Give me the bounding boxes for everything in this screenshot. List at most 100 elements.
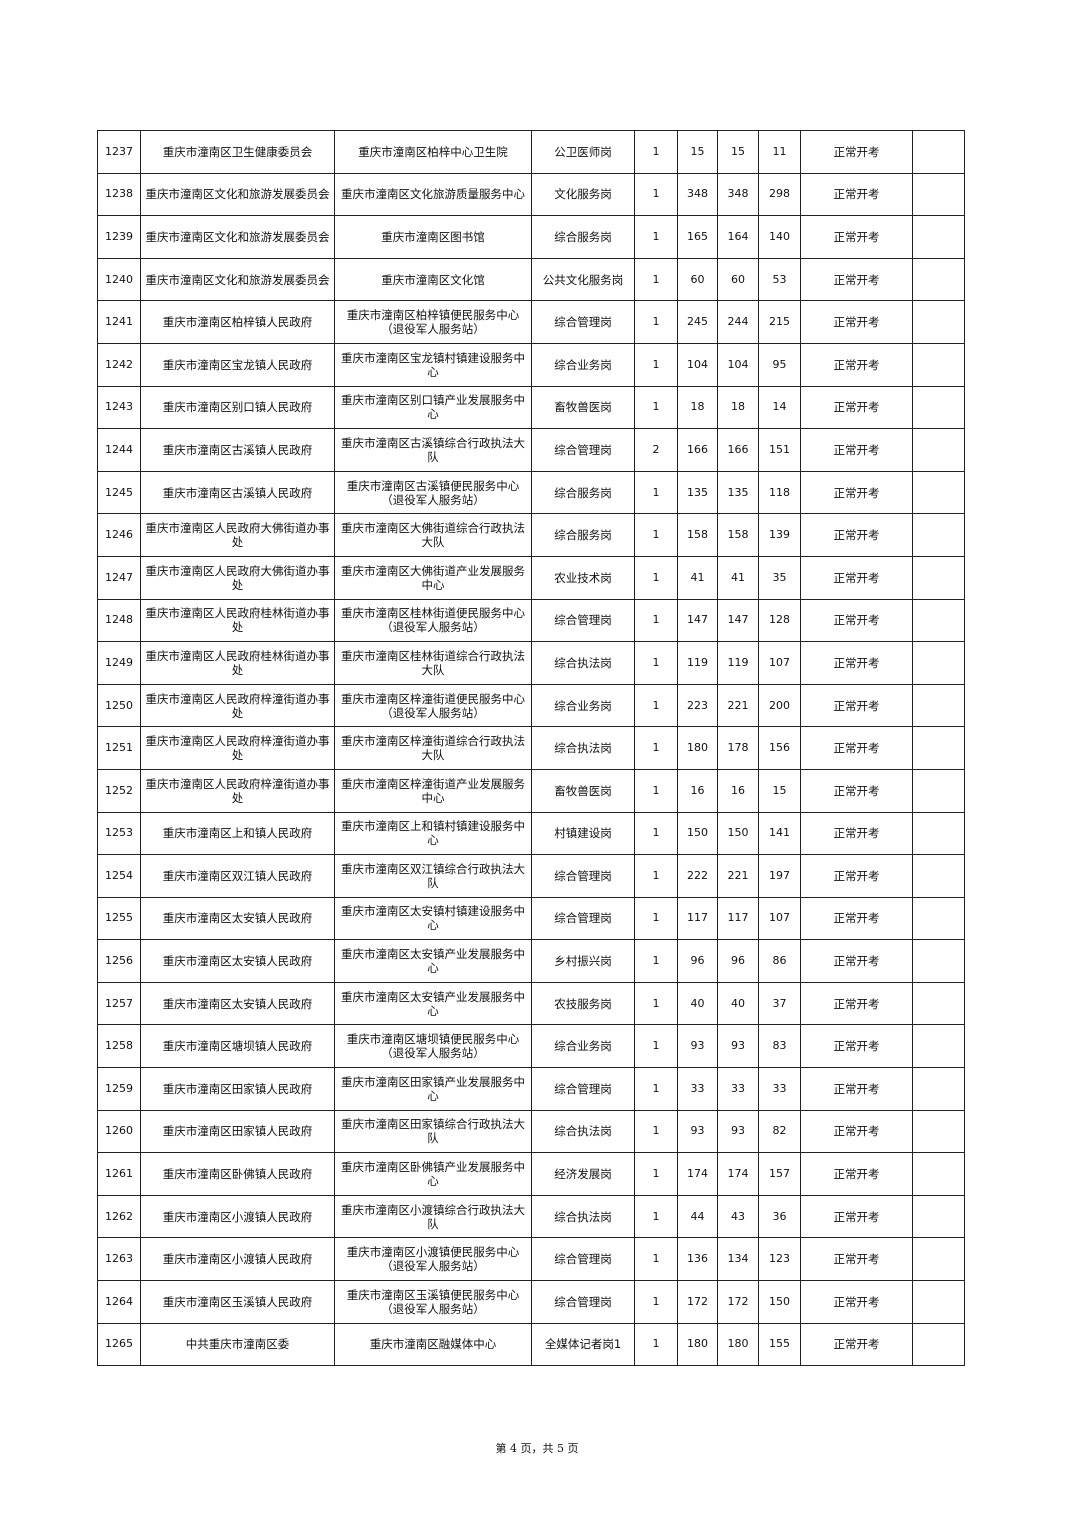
table-row: 1250 重庆市潼南区人民政府梓潼街道办事处 重庆市潼南区梓潼街道便民服务中心（退役… (97, 683, 965, 728)
cell-paid: 141 (758, 811, 801, 856)
cell-quota: 1 (634, 1067, 678, 1111)
cell-position: 综合执法岗 (531, 641, 635, 685)
cell-quota: 1 (634, 1024, 678, 1069)
cell-status: 正常开考 (800, 683, 913, 728)
cell-department: 重庆市潼南区太安镇人民政府 (140, 939, 335, 983)
cell-department: 重庆市潼南区柏梓镇人民政府 (140, 300, 335, 344)
cell-applicants: 15 (677, 130, 718, 174)
cell-department: 重庆市潼南区古溪镇人民政府 (140, 470, 335, 515)
cell-row-number: 1252 (97, 768, 141, 813)
cell-remark (912, 257, 965, 302)
cell-row-number: 1239 (97, 215, 141, 259)
cell-unit: 重庆市潼南区文化馆 (334, 257, 532, 302)
cell-status: 正常开考 (800, 1067, 913, 1111)
cell-qualified: 119 (717, 641, 759, 685)
cell-unit: 重庆市潼南区大佛街道产业发展服务中心 (334, 555, 532, 600)
cell-quota: 1 (634, 215, 678, 259)
cell-unit: 重庆市潼南区双江镇综合行政执法大队 (334, 854, 532, 898)
cell-applicants: 166 (677, 428, 718, 472)
cell-status: 正常开考 (800, 641, 913, 685)
cell-paid: 36 (758, 1194, 801, 1239)
cell-remark (912, 1024, 965, 1069)
cell-qualified: 244 (717, 300, 759, 344)
cell-quota: 1 (634, 1280, 678, 1324)
cell-status: 正常开考 (800, 598, 913, 643)
cell-paid: 83 (758, 1024, 801, 1069)
cell-applicants: 93 (677, 1109, 718, 1154)
cell-position: 综合业务岗 (531, 342, 635, 387)
cell-applicants: 136 (677, 1237, 718, 1282)
cell-remark (912, 854, 965, 898)
cell-status: 正常开考 (800, 385, 913, 430)
table-row: 1237 重庆市潼南区卫生健康委员会 重庆市潼南区柏梓中心卫生院 公卫医师岗 1 15 15… (97, 130, 965, 174)
cell-row-number: 1240 (97, 257, 141, 302)
cell-applicants: 174 (677, 1152, 718, 1196)
cell-applicants: 60 (677, 257, 718, 302)
cell-remark (912, 130, 965, 174)
cell-paid: 197 (758, 854, 801, 898)
cell-unit: 重庆市潼南区桂林街道综合行政执法大队 (334, 641, 532, 685)
cell-qualified: 147 (717, 598, 759, 643)
cell-remark (912, 215, 965, 259)
cell-qualified: 158 (717, 513, 759, 557)
table-row: 1260 重庆市潼南区田家镇人民政府 重庆市潼南区田家镇综合行政执法大队 综合执法岗 1… (97, 1109, 965, 1154)
cell-remark (912, 513, 965, 557)
cell-row-number: 1264 (97, 1280, 141, 1324)
cell-status: 正常开考 (800, 854, 913, 898)
cell-position: 综合管理岗 (531, 1280, 635, 1324)
cell-quota: 1 (634, 470, 678, 515)
cell-quota: 1 (634, 1109, 678, 1154)
cell-applicants: 180 (677, 726, 718, 770)
cell-row-number: 1258 (97, 1024, 141, 1069)
cell-paid: 128 (758, 598, 801, 643)
cell-status: 正常开考 (800, 1194, 913, 1239)
cell-department: 重庆市潼南区人民政府梓潼街道办事处 (140, 683, 335, 728)
cell-position: 农技服务岗 (531, 981, 635, 1026)
cell-unit: 重庆市潼南区宝龙镇村镇建设服务中心 (334, 342, 532, 387)
cell-paid: 37 (758, 981, 801, 1026)
cell-quota: 1 (634, 300, 678, 344)
cell-status: 正常开考 (800, 555, 913, 600)
cell-unit: 重庆市潼南区古溪镇综合行政执法大队 (334, 428, 532, 472)
cell-paid: 15 (758, 768, 801, 813)
table-row: 1243 重庆市潼南区别口镇人民政府 重庆市潼南区别口镇产业发展服务中心 畜牧兽医岗 1… (97, 385, 965, 430)
cell-applicants: 18 (677, 385, 718, 430)
cell-unit: 重庆市潼南区田家镇产业发展服务中心 (334, 1067, 532, 1111)
cell-quota: 1 (634, 896, 678, 941)
cell-unit: 重庆市潼南区太安镇产业发展服务中心 (334, 939, 532, 983)
cell-applicants: 16 (677, 768, 718, 813)
cell-remark (912, 385, 965, 430)
table-row: 1249 重庆市潼南区人民政府桂林街道办事处 重庆市潼南区桂林街道综合行政执法大队综… (97, 641, 965, 685)
cell-department: 重庆市潼南区宝龙镇人民政府 (140, 342, 335, 387)
cell-qualified: 172 (717, 1280, 759, 1324)
cell-row-number: 1248 (97, 598, 141, 643)
cell-position: 综合服务岗 (531, 470, 635, 515)
cell-qualified: 134 (717, 1237, 759, 1282)
cell-unit: 重庆市潼南区卧佛镇产业发展服务中心 (334, 1152, 532, 1196)
cell-unit: 重庆市潼南区柏梓镇便民服务中心（退役军人服务站） (334, 300, 532, 344)
cell-row-number: 1246 (97, 513, 141, 557)
cell-department: 重庆市潼南区人民政府桂林街道办事处 (140, 641, 335, 685)
cell-status: 正常开考 (800, 257, 913, 302)
cell-remark (912, 342, 965, 387)
cell-unit: 重庆市潼南区融媒体中心 (334, 1322, 532, 1367)
cell-position: 综合服务岗 (531, 215, 635, 259)
cell-status: 正常开考 (800, 130, 913, 174)
cell-qualified: 93 (717, 1024, 759, 1069)
cell-status: 正常开考 (800, 428, 913, 472)
cell-department: 重庆市潼南区卫生健康委员会 (140, 130, 335, 174)
cell-row-number: 1247 (97, 555, 141, 600)
table-row: 1255 重庆市潼南区太安镇人民政府 重庆市潼南区太安镇村镇建设服务中心 综合管理岗 1… (97, 896, 965, 941)
cell-paid: 53 (758, 257, 801, 302)
table-row: 1258 重庆市潼南区塘坝镇人民政府 重庆市潼南区塘坝镇便民服务中心（退役军人服务站… (97, 1024, 965, 1069)
cell-position: 公共文化服务岗 (531, 257, 635, 302)
cell-department: 重庆市潼南区卧佛镇人民政府 (140, 1152, 335, 1196)
cell-row-number: 1251 (97, 726, 141, 770)
cell-unit: 重庆市潼南区塘坝镇便民服务中心（退役军人服务站） (334, 1024, 532, 1069)
cell-unit: 重庆市潼南区别口镇产业发展服务中心 (334, 385, 532, 430)
cell-quota: 1 (634, 939, 678, 983)
cell-applicants: 40 (677, 981, 718, 1026)
cell-qualified: 15 (717, 130, 759, 174)
table-row: 1248 重庆市潼南区人民政府桂林街道办事处 重庆市潼南区桂林街道便民服务中心（退役… (97, 598, 965, 643)
cell-row-number: 1238 (97, 172, 141, 217)
